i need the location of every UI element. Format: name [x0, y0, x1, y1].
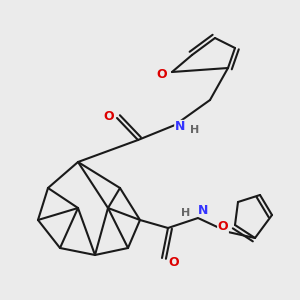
Text: O: O — [169, 256, 179, 269]
Text: H: H — [182, 208, 190, 218]
Text: O: O — [104, 110, 114, 122]
Text: H: H — [190, 125, 200, 135]
Text: O: O — [157, 68, 167, 80]
Text: N: N — [175, 121, 185, 134]
Text: O: O — [218, 220, 228, 233]
Text: N: N — [198, 203, 208, 217]
